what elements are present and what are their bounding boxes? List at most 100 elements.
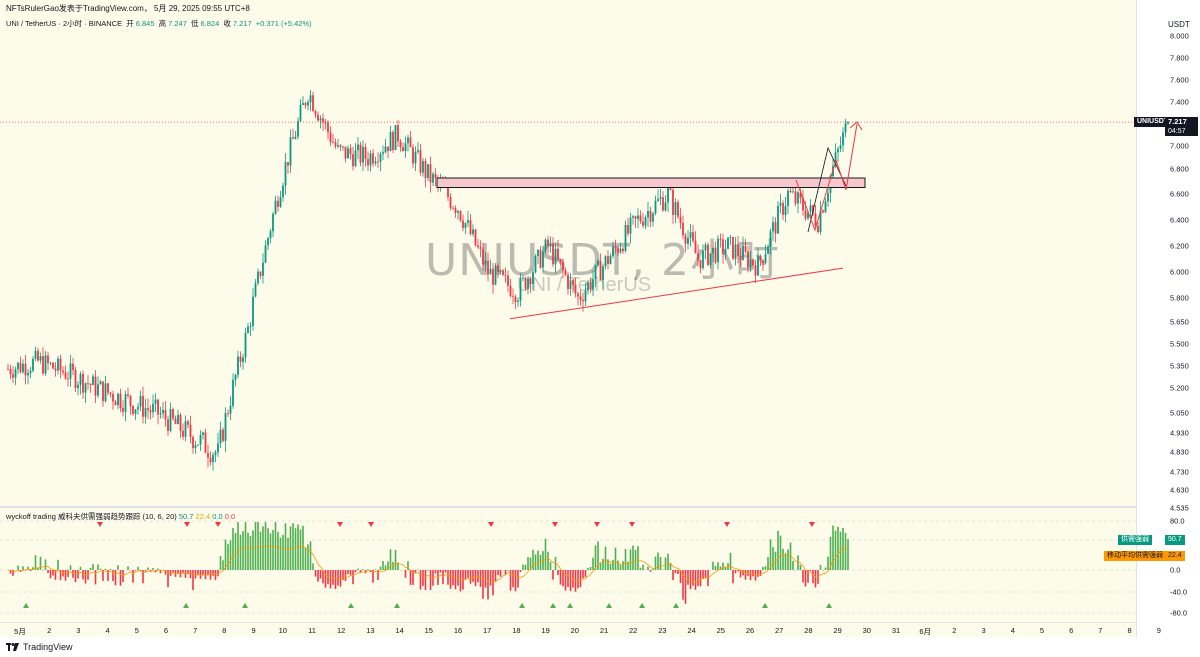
- candle-body: [274, 200, 277, 214]
- indicator-histogram-bar: [667, 553, 669, 570]
- indicator-histogram-bar: [829, 537, 832, 570]
- candle-body: [224, 413, 227, 441]
- indicator-histogram-bar: [147, 567, 149, 570]
- candle-body: [409, 137, 412, 148]
- indicator-histogram-bar: [297, 524, 299, 570]
- indicator-histogram-bar: [814, 570, 817, 588]
- candle-body: [454, 208, 457, 213]
- price-tick-label: 5.050: [1170, 408, 1189, 418]
- candle-body: [652, 213, 654, 222]
- indicator-histogram-bar: [224, 539, 227, 570]
- indicator-histogram-bar: [172, 570, 174, 573]
- indicator-histogram-bar: [604, 546, 607, 570]
- indicator-histogram-bar: [724, 566, 727, 570]
- candle-body: [367, 159, 369, 166]
- candle-body: [534, 256, 537, 273]
- indicator-histogram-bar: [777, 530, 779, 570]
- candle-body: [177, 414, 179, 424]
- candle-body: [244, 332, 247, 358]
- indicator-histogram-bar: [774, 551, 777, 570]
- candle-body: [394, 125, 397, 151]
- indicator-histogram-bar: [482, 570, 484, 599]
- indicator-legend[interactable]: wyckoff trading 威科夫供需强弱趋势跟踪 (10, 6, 20) …: [6, 511, 235, 522]
- time-tick-label: 6: [1069, 626, 1074, 635]
- indicator-histogram-bar: [292, 523, 294, 570]
- indicator-histogram-bar: [12, 570, 14, 576]
- indicator-moving-average-line: [7, 545, 849, 583]
- price-axis[interactable]: [1136, 0, 1200, 637]
- indicator-tick-label: 0.0: [1170, 565, 1181, 575]
- indicator-histogram-bar: [489, 570, 492, 586]
- sell-signal-marker: [368, 522, 374, 527]
- candle-body: [354, 150, 357, 167]
- candle-body: [654, 200, 657, 214]
- time-tick-label: 31: [891, 626, 901, 635]
- indicator-histogram-bar: [764, 566, 767, 570]
- candle-body: [89, 384, 92, 386]
- time-tick-label: 3: [981, 626, 986, 635]
- indicator-histogram-bar: [309, 541, 312, 570]
- indicator-histogram-bar: [37, 567, 39, 570]
- indicator-histogram-bar: [564, 570, 567, 591]
- indicator-histogram-bar: [654, 556, 657, 570]
- candle-body: [227, 413, 229, 415]
- candle-body: [204, 432, 207, 453]
- time-axis[interactable]: [0, 622, 1136, 637]
- indicator-histogram-bar: [452, 570, 454, 586]
- moving-average-badge-label: 移动平均供需强弱: [1104, 551, 1166, 561]
- indicator-histogram-bar: [702, 570, 704, 579]
- indicator-histogram-bar: [109, 568, 112, 570]
- candle-body: [234, 375, 237, 380]
- candle-body: [154, 399, 157, 404]
- candle-body: [589, 282, 592, 290]
- indicator-histogram-bar: [739, 570, 742, 578]
- candle-body: [372, 153, 374, 164]
- candle-body: [694, 240, 697, 254]
- candle-body: [532, 272, 534, 285]
- candle-body: [794, 191, 797, 204]
- candle-body: [802, 198, 804, 211]
- candle-body: [307, 101, 309, 106]
- candle-body: [689, 232, 692, 238]
- indicator-histogram-bar: [9, 570, 12, 574]
- indicator-histogram-bar: [504, 570, 507, 575]
- time-tick-label: 20: [570, 626, 579, 635]
- price-tick-label: 4.830: [1170, 447, 1189, 457]
- indicator-histogram-bar: [752, 570, 754, 577]
- candle-body: [732, 237, 734, 259]
- candle-body: [102, 381, 104, 402]
- time-tick-label: 12: [337, 626, 346, 635]
- candle-body: [342, 146, 344, 148]
- indicator-histogram-bar: [614, 547, 617, 570]
- price-chart-canvas[interactable]: [0, 0, 1136, 637]
- candle-body: [604, 256, 607, 267]
- candle-body: [659, 197, 662, 200]
- candle-body: [344, 146, 347, 159]
- candle-body: [834, 152, 837, 166]
- candle-body: [609, 256, 612, 265]
- time-tick-label: 5: [134, 626, 139, 635]
- supply-demand-badge-value: 50.7: [1165, 535, 1185, 545]
- candle-body: [69, 363, 72, 379]
- candle-body: [269, 231, 272, 239]
- indicator-histogram-bar: [89, 567, 92, 570]
- currency-label[interactable]: USDT: [1168, 20, 1190, 29]
- candle-body: [329, 132, 332, 143]
- indicator-histogram-bar: [227, 544, 229, 570]
- candle-body: [787, 190, 789, 207]
- breakout-arrow-line: [845, 123, 858, 191]
- indicator-histogram-bar: [572, 570, 574, 588]
- indicator-histogram-bar: [469, 570, 472, 584]
- candle-body: [594, 265, 597, 280]
- candle-body: [302, 103, 304, 105]
- indicator-histogram-bar: [439, 570, 442, 573]
- indicator-histogram-bar: [62, 570, 64, 577]
- candle-body: [214, 452, 217, 455]
- candle-body: [364, 146, 367, 160]
- pane-separator[interactable]: [0, 506, 1200, 508]
- indicator-histogram-bar: [779, 535, 782, 570]
- tradingview-logo[interactable]: TradingView: [6, 642, 73, 652]
- price-tick-label: 5.650: [1170, 317, 1189, 327]
- price-tick-label: 7.400: [1170, 97, 1189, 107]
